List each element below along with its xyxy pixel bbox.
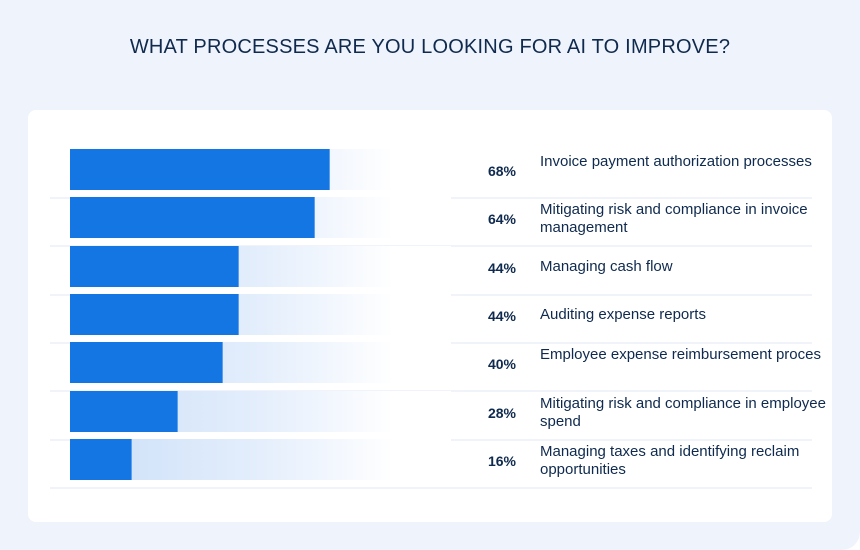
- bar: [70, 342, 224, 384]
- value-label: 40%: [487, 356, 516, 373]
- bar-row: 40% Employee expense reimbursement proces: [50, 342, 821, 393]
- value-label: 68%: [487, 163, 516, 179]
- bar: [70, 197, 315, 239]
- bar-row: 44% Auditing expense reports: [50, 293, 812, 344]
- bar-row: 64% Mitigating risk and compliance in inv…: [50, 197, 812, 248]
- category-label: Mitigating risk and compliance in employ…: [540, 394, 826, 430]
- value-label: 28%: [487, 404, 516, 421]
- bar-track: [70, 438, 451, 480]
- chart-title: WHAT PROCESSES ARE YOU LOOKING FOR AI TO…: [129, 36, 731, 58]
- category-label: Auditing expense reports: [540, 305, 706, 323]
- chart-card: 68% Invoice payment authorization process…: [28, 110, 832, 522]
- bar-row: 44% Managing cash flow: [50, 245, 812, 296]
- bar: [70, 293, 239, 335]
- bar-row: 28% Mitigating risk and compliance in emp…: [50, 390, 826, 441]
- category-label: Mitigating risk and compliance in invoic…: [540, 201, 808, 237]
- value-label: 44%: [487, 259, 516, 276]
- bar-row: 16% Managing taxes and identifying reclai…: [50, 438, 812, 489]
- category-label: Invoice payment authorization processes: [540, 153, 812, 170]
- bar: [70, 438, 132, 480]
- value-label: 44%: [487, 307, 516, 324]
- value-label: 16%: [487, 452, 516, 469]
- bar: [70, 149, 331, 190]
- bar-row: 68% Invoice payment authorization process…: [50, 149, 812, 199]
- value-label: 64%: [487, 211, 516, 228]
- category-label: Employee expense reimbursement proces: [540, 346, 821, 364]
- bar: [70, 390, 178, 432]
- bar: [70, 245, 239, 287]
- category-label: Managing taxes and identifying reclaim o…: [540, 442, 800, 478]
- category-label: Managing cash flow: [540, 257, 673, 275]
